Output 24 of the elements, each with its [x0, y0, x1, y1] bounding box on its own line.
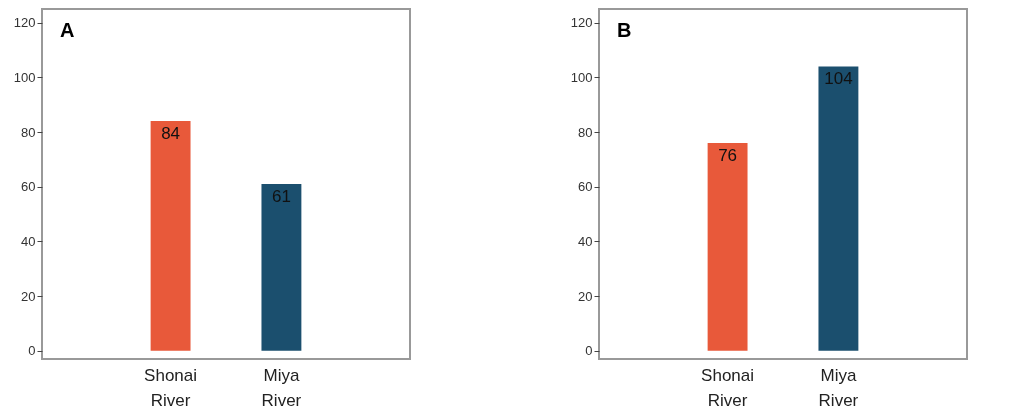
- data-label: 84: [161, 124, 181, 144]
- y-tick-label: 0: [585, 343, 593, 359]
- y-tick-label: 100: [13, 69, 36, 85]
- data-label: 76: [718, 145, 738, 165]
- y-tick-label: 120: [570, 15, 593, 31]
- y-tick-label: 20: [578, 288, 593, 304]
- x-tick-label: Miya River: [818, 365, 859, 410]
- y-tick-label: 80: [21, 124, 36, 140]
- x-tick-label: Shonai River: [701, 365, 755, 410]
- y-tick-label: 80: [578, 124, 593, 140]
- y-tick-label: 120: [13, 15, 36, 31]
- y-tick-label: 40: [578, 233, 593, 249]
- y-tick-label: 60: [578, 179, 593, 195]
- y-tick-label: 100: [570, 69, 593, 85]
- data-label: 104: [824, 69, 853, 89]
- y-tick-label: 20: [21, 288, 36, 304]
- text: B: [617, 19, 632, 41]
- y-tick-label: 0: [28, 343, 36, 359]
- data-label: 61: [271, 187, 291, 206]
- text: A: [60, 19, 75, 41]
- y-tick-label: 60: [21, 179, 36, 195]
- x-tick-label: Shonai River: [144, 365, 198, 410]
- y-tick-label: 40: [21, 233, 36, 249]
- x-tick-label: Miya River: [261, 365, 302, 410]
